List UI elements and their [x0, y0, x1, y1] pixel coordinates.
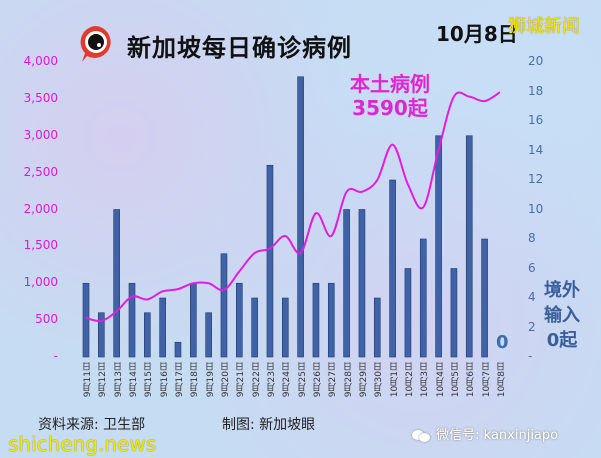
bar [450, 268, 458, 358]
eye-speech-bubble-icon [78, 24, 114, 62]
bar [481, 238, 488, 358]
bar [205, 312, 212, 358]
bar [358, 209, 366, 358]
made-by-note: 制图: 新加坡眼 [222, 417, 316, 433]
x-axis-tick: 9月23日 [266, 362, 277, 398]
bar [113, 209, 120, 358]
wechat-id: 微信号: kanxinjiapo [412, 424, 558, 443]
left-axis-tick: 2,000 [23, 201, 58, 216]
bar [435, 135, 442, 358]
x-axis-tick: 9月20日 [220, 362, 231, 398]
bar [297, 76, 304, 358]
x-axis-tick: 9月16日 [159, 362, 170, 398]
wechat-text: 微信号: kanxinjiapo [436, 428, 559, 443]
bar [190, 282, 197, 358]
bar [220, 253, 228, 358]
wechat-icon [412, 429, 432, 443]
x-axis-tick: 10月8日 [496, 362, 507, 398]
right-axis-tick: 14 [528, 142, 544, 157]
right-axis-tick: 8 [528, 231, 536, 245]
brand-label: 狮城新闻 [508, 16, 580, 37]
x-axis-tick: 10月2日 [404, 362, 415, 398]
x-axis-tick: 10月1日 [389, 362, 400, 398]
imported-label-2: 输入 [544, 305, 580, 326]
x-axis-tick: 9月24日 [282, 362, 293, 398]
x-axis-tick: 10月5日 [450, 362, 461, 398]
bar [174, 341, 182, 358]
bar [404, 268, 412, 358]
x-axis-tick: 9月18日 [190, 362, 201, 398]
bar [236, 282, 243, 358]
watermark: shicheng.news [8, 432, 157, 456]
x-axis-tick: 9月12日 [98, 362, 109, 398]
x-axis-tick: 9月21日 [236, 362, 247, 398]
last-bar-value: 0 [496, 332, 509, 353]
bar [465, 135, 473, 358]
chart-date: 10月8日 [436, 22, 518, 46]
bar [128, 282, 136, 358]
right-axis-tick: 16 [528, 113, 544, 127]
x-axis-tick: 9月26日 [312, 362, 323, 398]
left-axis-tick: 2,500 [23, 164, 58, 179]
x-axis-tick: 9月15日 [144, 362, 155, 398]
bar [159, 297, 166, 358]
local-cases-label: 本土病例 [350, 72, 430, 96]
bar [98, 312, 105, 358]
x-axis-tick: 9月27日 [328, 362, 339, 398]
x-axis-tick: 9月28日 [343, 362, 354, 398]
left-axis-tick: 500 [35, 312, 58, 327]
right-axis-tick: 4 [528, 290, 536, 304]
right-axis-tick: 2 [528, 319, 536, 334]
bar [144, 312, 151, 358]
chart-title: 新加坡每日确诊病例 [127, 34, 352, 62]
bar [419, 238, 427, 358]
bar [312, 282, 320, 358]
left-axis-tick: 4,000 [23, 54, 58, 68]
x-axis-tick: 9月14日 [128, 362, 139, 398]
left-axis-tick: - [53, 349, 58, 363]
x-axis-tick: 9月17日 [174, 362, 185, 398]
bar [389, 179, 396, 358]
local-cases-value: 3590起 [352, 96, 428, 120]
bar [373, 297, 381, 358]
bar [251, 297, 258, 358]
right-axis-tick: 6 [528, 260, 536, 275]
x-axis-tick: 10月7日 [481, 362, 492, 398]
left-axis-tick: 3,500 [23, 90, 58, 105]
imported-label-1: 境外 [544, 280, 580, 301]
right-axis-tick: 12 [528, 172, 544, 186]
x-axis-tick: 10月3日 [420, 362, 431, 398]
right-axis-tick: 20 [528, 54, 544, 68]
local-cases-annotation: 本土病例 3590起 [350, 72, 430, 120]
x-axis-tick: 10月4日 [435, 362, 446, 398]
left-axis-tick: 3,000 [23, 127, 58, 142]
bar [281, 297, 289, 358]
x-axis-tick: 9月30日 [374, 362, 385, 398]
x-axis-tick: 9月11日 [83, 362, 93, 398]
source-note: 资料来源: 卫生部 [38, 417, 146, 433]
x-axis-tick: 9月29日 [358, 362, 369, 398]
x-axis-tick: 9月22日 [251, 362, 262, 398]
right-axis-tick: 10 [528, 201, 544, 216]
left-axis-tick: 1,500 [23, 238, 58, 253]
x-axis-tick: 9月13日 [113, 362, 124, 398]
bar [327, 282, 335, 358]
bar [266, 164, 274, 358]
right-axis-tick: 18 [528, 83, 544, 98]
right-axis-tick: - [528, 349, 533, 363]
imported-cases-annotation: 境外 输入 0起 [544, 278, 580, 353]
local-cases-line [85, 91, 501, 323]
bar [82, 282, 90, 358]
left-axis-tick: 1,000 [23, 275, 58, 290]
x-axis-tick: 9月19日 [205, 362, 216, 398]
bar [343, 209, 350, 358]
x-axis-tick: 10月6日 [466, 362, 477, 398]
x-axis-tick: 9月25日 [297, 362, 308, 398]
imported-value: 0起 [546, 330, 578, 351]
